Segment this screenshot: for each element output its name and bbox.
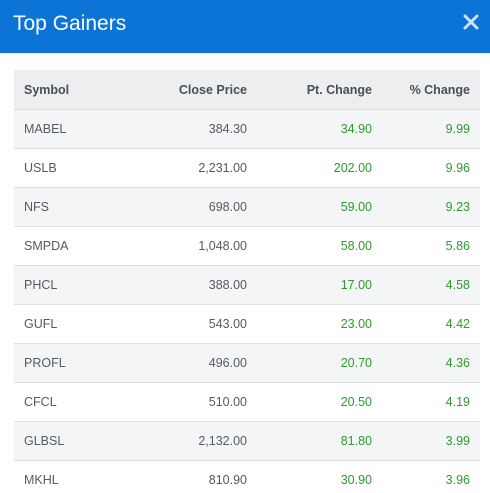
dialog-title: Top Gainers (13, 12, 127, 35)
cell-symbol: GUFL (14, 304, 134, 344)
cell-pct-change: 9.99 (382, 109, 480, 149)
cell-pct-change: 3.99 (382, 421, 480, 461)
column-header-close-price[interactable]: Close Price (134, 70, 257, 110)
dialog-header: Top Gainers (0, 0, 490, 53)
cell-symbol: PROFL (14, 343, 134, 383)
cell-symbol: SMPDA (14, 226, 134, 266)
cell-symbol: GLBSL (14, 421, 134, 461)
cell-close-price: 1,048.00 (134, 226, 257, 266)
cell-pct-change: 4.19 (382, 382, 480, 422)
cell-symbol: MKHL (14, 460, 134, 493)
cell-close-price: 2,132.00 (134, 421, 257, 461)
cell-pct-change: 9.96 (382, 148, 480, 188)
table-row[interactable]: MABEL 384.30 34.90 9.99 (14, 109, 480, 149)
cell-close-price: 543.00 (134, 304, 257, 344)
table-row[interactable]: MKHL 810.90 30.90 3.96 (14, 460, 480, 493)
cell-pt-change: 17.00 (257, 265, 382, 305)
cell-close-price: 496.00 (134, 343, 257, 383)
cell-pt-change: 59.00 (257, 187, 382, 227)
table-row[interactable]: GUFL 543.00 23.00 4.42 (14, 304, 480, 344)
cell-pct-change: 4.58 (382, 265, 480, 305)
table-row[interactable]: SMPDA 1,048.00 58.00 5.86 (14, 226, 480, 266)
gainers-table-container: Symbol Close Price Pt. Change % Change M… (14, 70, 480, 493)
cell-pt-change: 202.00 (257, 148, 382, 188)
gainers-table: Symbol Close Price Pt. Change % Change M… (14, 70, 480, 493)
cell-pt-change: 34.90 (257, 109, 382, 149)
column-header-pt-change[interactable]: Pt. Change (257, 70, 382, 110)
cell-pct-change: 3.96 (382, 460, 480, 493)
cell-symbol: PHCL (14, 265, 134, 305)
cell-close-price: 510.00 (134, 382, 257, 422)
cell-pct-change: 4.42 (382, 304, 480, 344)
column-header-symbol[interactable]: Symbol (14, 70, 134, 110)
table-header-row: Symbol Close Price Pt. Change % Change (14, 70, 480, 110)
cell-pt-change: 30.90 (257, 460, 382, 493)
table-row[interactable]: PHCL 388.00 17.00 4.58 (14, 265, 480, 305)
cell-pct-change: 4.36 (382, 343, 480, 383)
cell-pt-change: 58.00 (257, 226, 382, 266)
cell-close-price: 388.00 (134, 265, 257, 305)
cell-symbol: CFCL (14, 382, 134, 422)
column-header-pct-change[interactable]: % Change (382, 70, 480, 110)
cell-symbol: NFS (14, 187, 134, 227)
cell-pt-change: 81.80 (257, 421, 382, 461)
cell-pct-change: 9.23 (382, 187, 480, 227)
close-icon[interactable] (462, 13, 480, 31)
table-row[interactable]: USLB 2,231.00 202.00 9.96 (14, 148, 480, 188)
cell-pt-change: 20.70 (257, 343, 382, 383)
cell-pt-change: 20.50 (257, 382, 382, 422)
table-row[interactable]: CFCL 510.00 20.50 4.19 (14, 382, 480, 422)
cell-close-price: 384.30 (134, 109, 257, 149)
cell-close-price: 2,231.00 (134, 148, 257, 188)
cell-close-price: 810.90 (134, 460, 257, 493)
table-row[interactable]: GLBSL 2,132.00 81.80 3.99 (14, 421, 480, 461)
cell-close-price: 698.00 (134, 187, 257, 227)
cell-pct-change: 5.86 (382, 226, 480, 266)
table-row[interactable]: PROFL 496.00 20.70 4.36 (14, 343, 480, 383)
table-row[interactable]: NFS 698.00 59.00 9.23 (14, 187, 480, 227)
cell-symbol: USLB (14, 148, 134, 188)
cell-pt-change: 23.00 (257, 304, 382, 344)
cell-symbol: MABEL (14, 109, 134, 149)
